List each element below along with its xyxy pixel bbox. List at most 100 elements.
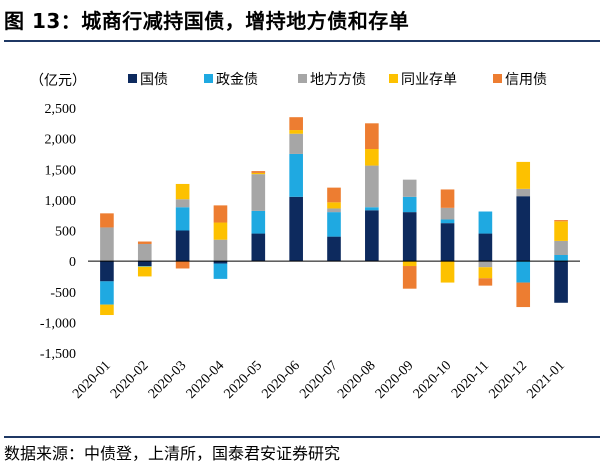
bar-segment <box>440 223 455 262</box>
y-tick-label: -1,000 <box>40 316 76 331</box>
bar-segment <box>137 266 152 267</box>
bar-segment <box>440 207 455 220</box>
legend-swatch-3 <box>389 74 398 83</box>
bar-segment <box>327 187 341 203</box>
bar-segment <box>137 241 152 244</box>
bar-segment <box>554 261 568 303</box>
x-tick-label: 2020-02 <box>108 358 152 402</box>
bar-segment <box>175 183 190 200</box>
bar-segment <box>440 261 455 283</box>
bar-segment <box>137 266 152 277</box>
x-tick-label: 2020-08 <box>335 358 379 402</box>
bar-segment <box>554 255 568 262</box>
chart-title: 图 13：城商行减持国债，增持地方债和存单 <box>4 9 410 33</box>
bar-segment <box>402 266 417 289</box>
source-rule <box>4 436 600 438</box>
bar-segment <box>251 174 266 211</box>
stacked-bar-chart: 国债 政金债 地方方债 同业存单 信用债 （亿元） 2,500 2,000 1,500 1,0… <box>30 72 580 402</box>
x-tick-label: 2020-07 <box>297 358 341 402</box>
legend-label-0: 国债 <box>140 72 168 88</box>
legend-swatch-4 <box>493 74 502 83</box>
legend-label-2: 地方方债 <box>310 72 366 88</box>
bar-segment <box>175 199 190 208</box>
legend-label-3: 同业存单 <box>401 72 457 88</box>
bar-segment <box>213 239 228 262</box>
bar-segment <box>327 208 341 213</box>
bar-segment <box>554 240 568 255</box>
bar-segment <box>289 117 303 131</box>
bar-segment <box>100 213 114 228</box>
bar-segment <box>402 196 417 213</box>
y-tick-label: -500 <box>50 286 76 301</box>
legend-swatch-0 <box>128 74 137 83</box>
bar-segment <box>440 219 455 224</box>
bar-segment <box>478 267 493 279</box>
bar-segment <box>478 211 493 234</box>
x-tick-label: 2020-09 <box>373 358 417 402</box>
y-unit-label: （亿元） <box>30 73 86 89</box>
bar-segment <box>100 304 114 316</box>
bar-segment <box>478 261 493 268</box>
bar-segment <box>365 210 379 262</box>
bar-segment <box>100 261 114 282</box>
x-tick-label: 2020-06 <box>259 358 303 402</box>
bar-segment <box>365 123 379 150</box>
y-tick-label: 0 <box>69 255 76 270</box>
bar-segment <box>100 281 114 305</box>
x-tick-label: 2020-03 <box>146 358 190 402</box>
bar-segment <box>175 207 190 231</box>
y-tick-label: 1,500 <box>45 163 77 178</box>
bar-segment <box>516 261 531 283</box>
legend-label-1: 政金债 <box>216 72 258 88</box>
bar-segment <box>213 263 228 279</box>
bar-segment <box>137 261 152 267</box>
bar-segment <box>137 243 152 262</box>
bar-segment <box>289 196 303 262</box>
x-tick-label: 2021-01 <box>524 358 568 402</box>
bar-segment <box>402 212 417 262</box>
x-tick-label: 2020-10 <box>411 358 455 402</box>
bar-segment <box>554 221 568 241</box>
legend-swatch-1 <box>204 74 213 83</box>
source-note: 数据来源：中债登，上清所，国泰君安证券研究 <box>4 444 341 463</box>
bar-segment <box>175 230 190 262</box>
y-axis-ticks: 2,500 2,000 1,500 1,000 500 0 -500 -1,000 -1,500 <box>40 102 76 362</box>
bar-segment <box>365 207 379 211</box>
bar-segment <box>289 133 303 154</box>
legend-swatch-2 <box>298 74 307 83</box>
x-tick-label: 2020-11 <box>449 358 492 401</box>
bar-segment <box>365 149 379 166</box>
bar-segment <box>478 278 493 286</box>
bar-segment <box>516 161 531 189</box>
bar-segment <box>402 261 417 267</box>
legend: 国债 政金债 地方方债 同业存单 信用债 <box>128 72 547 88</box>
bar-segment <box>440 189 455 208</box>
bars <box>100 117 568 316</box>
x-tick-label: 2020-01 <box>70 358 114 402</box>
bar-segment <box>478 233 493 262</box>
bar-segment <box>327 236 341 262</box>
bar-segment <box>100 227 114 262</box>
y-tick-label: 2,500 <box>45 102 77 117</box>
bar-segment <box>516 188 531 197</box>
bar-segment <box>402 179 417 197</box>
x-tick-label: 2020-12 <box>486 358 530 402</box>
bar-segment <box>516 196 531 262</box>
legend-label-4: 信用债 <box>505 72 547 88</box>
bar-segment <box>554 220 568 222</box>
bar-segment <box>213 261 228 264</box>
bar-segment <box>251 233 266 262</box>
x-tick-label: 2020-05 <box>222 358 266 402</box>
y-tick-label: -1,500 <box>40 347 76 362</box>
bar-segment <box>289 153 303 197</box>
bar-segment <box>251 172 266 175</box>
bar-segment <box>213 205 228 223</box>
x-axis-ticks: 2020-012020-022020-032020-042020-052020-… <box>70 358 568 402</box>
y-tick-label: 1,000 <box>45 194 77 209</box>
bar-segment <box>365 165 379 208</box>
bar-segment <box>251 171 266 173</box>
title-rule <box>4 40 600 42</box>
y-tick-label: 500 <box>55 225 76 240</box>
bar-segment <box>251 210 266 234</box>
bar-segment <box>327 212 341 237</box>
